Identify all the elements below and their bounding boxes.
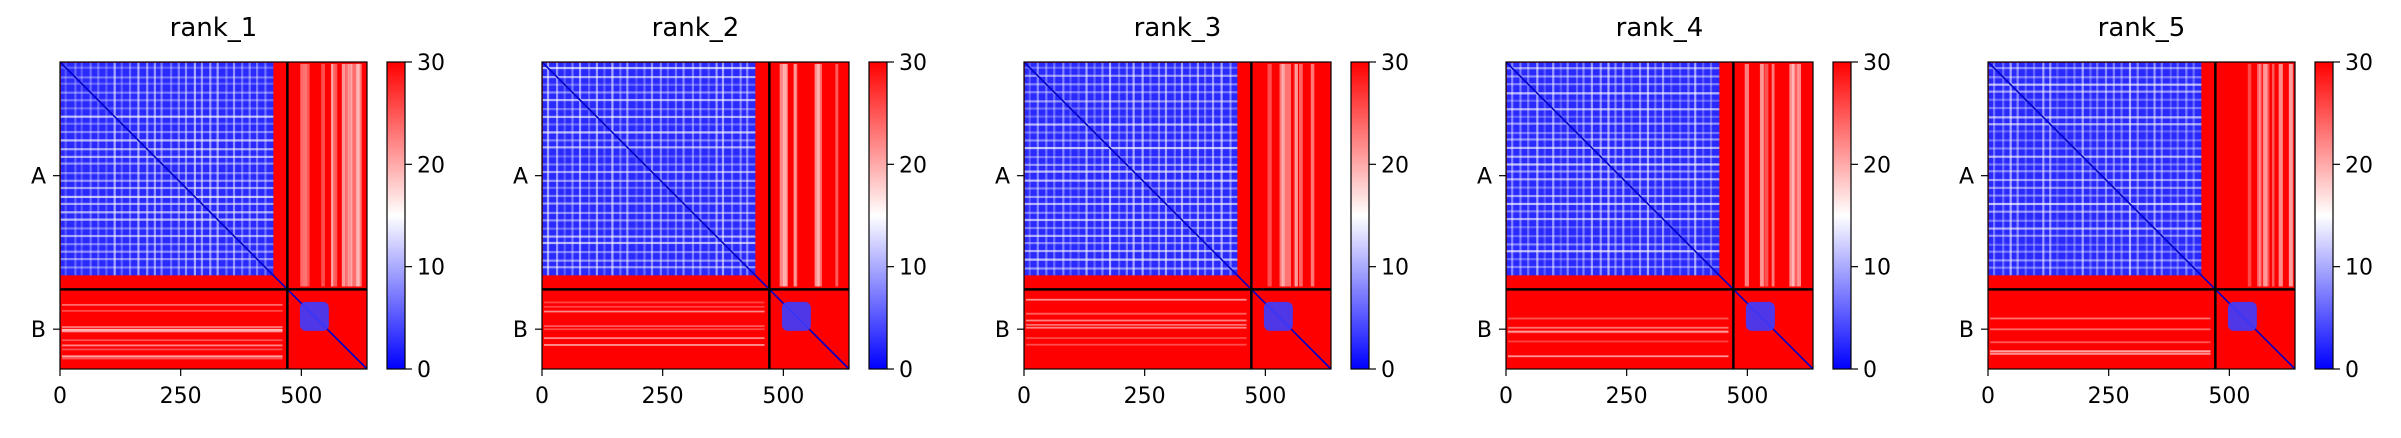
colorbar-tick-label: 30 — [899, 51, 927, 76]
inter-chain-stripes — [1507, 63, 1801, 358]
x-tick-label: 0 — [1981, 384, 1995, 409]
colorbar: 0 10 20 30 — [868, 51, 927, 383]
panel-title: rank_1 — [170, 13, 258, 43]
plot-frame — [1505, 61, 1814, 370]
chain-label-a: A — [1959, 165, 1974, 190]
x-tick-label: 250 — [1124, 384, 1166, 409]
x-tick-label: 500 — [1726, 384, 1768, 409]
colorbar-tick-label: 10 — [417, 256, 445, 281]
heatmap — [60, 62, 368, 370]
chain-b-block — [1745, 301, 1775, 331]
chain-label-b: B — [1959, 318, 1974, 343]
pae-panel-4: rank_4 0 250 500 A B 0 10 20 30 — [1477, 13, 1891, 409]
colorbar-gradient — [1832, 61, 1852, 370]
colorbar-tick-label: 20 — [417, 153, 445, 178]
inter-chain-stripes — [61, 63, 362, 360]
colorbar-gradient — [868, 61, 888, 370]
colorbar-tick-label: 20 — [1381, 153, 1409, 178]
colorbar-tick-label: 10 — [1381, 256, 1409, 281]
colorbar-tick-label: 30 — [417, 51, 445, 76]
x-tick-label: 0 — [535, 384, 549, 409]
heatmap — [542, 62, 850, 370]
chain-b-block — [1263, 301, 1293, 331]
x-tick-label: 500 — [762, 384, 804, 409]
colorbar-gradient — [2314, 61, 2334, 370]
chain-label-a: A — [31, 165, 46, 190]
x-tick-label: 500 — [2208, 384, 2250, 409]
colorbar-tick-label: 20 — [2345, 153, 2373, 178]
heatmap — [1988, 62, 2296, 370]
heatmap — [1024, 62, 1332, 370]
chain-label-a: A — [995, 165, 1010, 190]
pae-panel-1: rank_1 0 250 500 A B 0 10 20 30 — [31, 13, 445, 409]
chain-b-block — [781, 301, 811, 331]
colorbar-tick-label: 0 — [1381, 358, 1395, 383]
chain-b-block — [2227, 301, 2257, 331]
inter-chain-stripes — [543, 63, 839, 346]
inter-chain-stripes — [1025, 63, 1315, 346]
x-tick-label: 250 — [642, 384, 684, 409]
colorbar-tick-label: 30 — [2345, 51, 2373, 76]
colorbar: 0 10 20 30 — [2314, 51, 2373, 383]
colorbar-tick-label: 0 — [2345, 358, 2359, 383]
chain-label-b: B — [995, 318, 1010, 343]
x-tick-label: 250 — [160, 384, 202, 409]
x-tick-label: 250 — [2088, 384, 2130, 409]
colorbar-tick-label: 20 — [1863, 153, 1891, 178]
colorbar-tick-label: 30 — [1863, 51, 1891, 76]
panel-title: rank_3 — [1134, 13, 1222, 43]
colorbar-gradient — [386, 61, 406, 370]
x-tick-label: 250 — [1606, 384, 1648, 409]
inter-chain-stripes — [1989, 63, 2294, 355]
pae-panel-5: rank_5 0 250 500 A B 0 10 20 30 — [1959, 13, 2373, 409]
x-tick-label: 500 — [1244, 384, 1286, 409]
panel-title: rank_4 — [1616, 13, 1704, 43]
chain-label-b: B — [31, 318, 46, 343]
chain-label-a: A — [513, 165, 528, 190]
x-tick-label: 0 — [1017, 384, 1031, 409]
chain-label-a: A — [1477, 165, 1492, 190]
plot-frame — [1987, 61, 2296, 370]
plot-frame — [541, 61, 850, 370]
colorbar: 0 10 20 30 — [1350, 51, 1409, 383]
colorbar: 0 10 20 30 — [386, 51, 445, 383]
colorbar-tick-label: 10 — [2345, 256, 2373, 281]
panel-title: rank_2 — [652, 13, 740, 43]
chain-a-block — [1988, 62, 2202, 276]
colorbar-tick-label: 20 — [899, 153, 927, 178]
chain-b-block — [299, 301, 329, 331]
heatmap — [1506, 62, 1814, 370]
colorbar-tick-label: 10 — [1863, 256, 1891, 281]
colorbar: 0 10 20 30 — [1832, 51, 1891, 383]
colorbar-tick-label: 0 — [899, 358, 913, 383]
x-tick-label: 500 — [280, 384, 322, 409]
pae-panel-3: rank_3 0 250 500 A B 0 10 20 30 — [995, 13, 1409, 409]
x-tick-label: 0 — [53, 384, 67, 409]
x-tick-label: 0 — [1499, 384, 1513, 409]
chain-label-b: B — [513, 318, 528, 343]
chain-label-b: B — [1477, 318, 1492, 343]
panel-title: rank_5 — [2098, 13, 2186, 43]
colorbar-tick-label: 0 — [417, 358, 431, 383]
colorbar-tick-label: 10 — [899, 256, 927, 281]
pae-panel-2: rank_2 0 250 500 A B 0 10 20 30 — [513, 13, 927, 409]
colorbar-tick-label: 30 — [1381, 51, 1409, 76]
colorbar-gradient — [1350, 61, 1370, 370]
plot-frame — [59, 61, 368, 370]
plot-frame — [1023, 61, 1332, 370]
colorbar-tick-label: 0 — [1863, 358, 1877, 383]
